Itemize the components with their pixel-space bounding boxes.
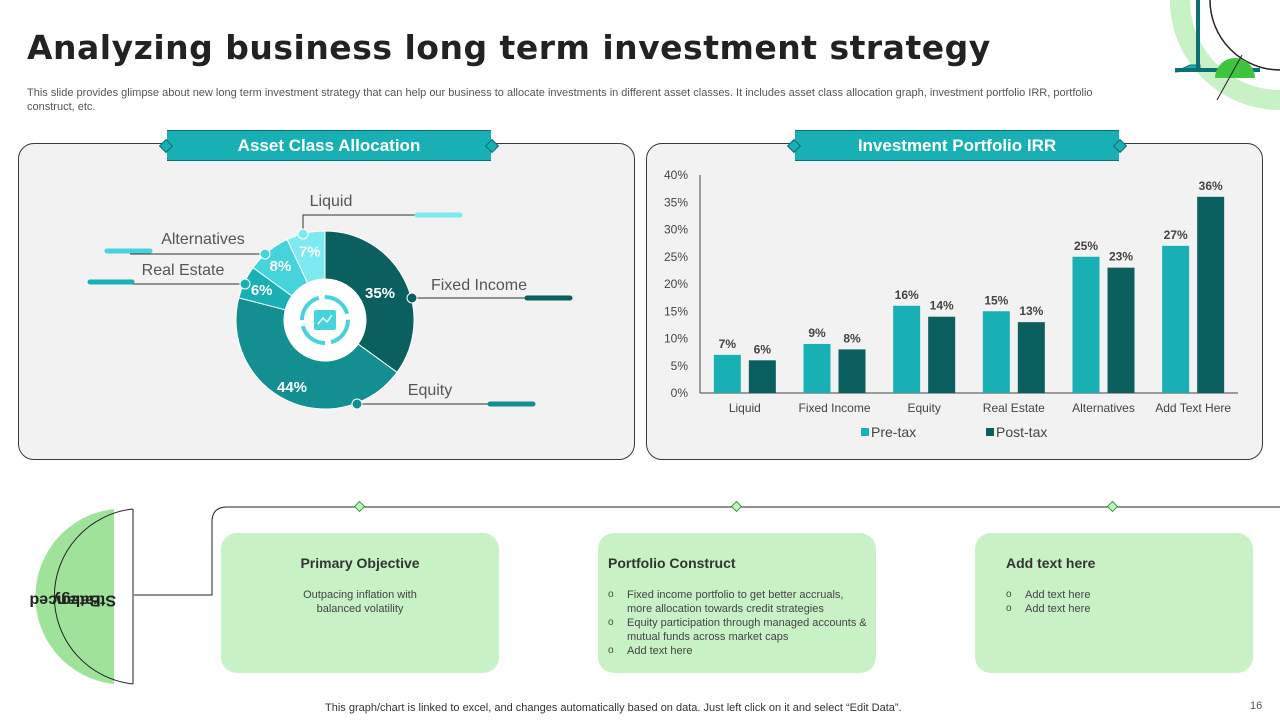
list-item: Add text here — [608, 644, 870, 658]
card-title: Primary Objective — [300, 555, 420, 571]
strategy-label-line2: Strategy — [52, 591, 117, 609]
list-item: Add text here — [1006, 588, 1253, 602]
strategy-connector — [134, 500, 1280, 596]
list-item: Equity participation through managed acc… — [608, 616, 870, 644]
portfolio-irr-title: Investment Portfolio IRR — [857, 135, 1057, 155]
list-item: Add text here — [1006, 602, 1253, 616]
corner-decoration — [1170, 0, 1280, 110]
card-bullet-list: Fixed income portfolio to get better acc… — [608, 588, 870, 658]
asset-allocation-banner: Asset Class Allocation — [158, 130, 500, 161]
page-subtitle: This slide provides glimpse about new lo… — [27, 87, 1093, 113]
page-title: Analyzing business long term investment … — [27, 28, 991, 67]
list-item: Fixed income portfolio to get better acc… — [608, 588, 870, 616]
balanced-strategy-shape — [35, 508, 134, 685]
portfolio-construct-card: Portfolio Construct Fixed income portfol… — [598, 533, 876, 673]
card-bullet-list: Add text here Add text here — [1006, 588, 1253, 616]
balanced-strategy-label: Balanced Strategy — [30, 560, 117, 640]
portfolio-irr-banner: Investment Portfolio IRR — [786, 130, 1128, 161]
portfolio-irr-panel — [646, 143, 1263, 460]
card-title: Portfolio Construct — [608, 555, 736, 571]
add-text-card: Add text here Add text here Add text her… — [975, 533, 1253, 673]
card-title: Add text here — [1006, 555, 1096, 571]
footnote: This graph/chart is linked to excel, and… — [325, 702, 902, 714]
primary-objective-card: Primary Objective Outpacing inflation wi… — [221, 533, 499, 673]
asset-allocation-panel — [18, 143, 635, 460]
card-text: Outpacing inflation with balanced volati… — [303, 589, 417, 615]
page-number: 16 — [1250, 700, 1263, 712]
asset-allocation-title: Asset Class Allocation — [237, 135, 421, 155]
